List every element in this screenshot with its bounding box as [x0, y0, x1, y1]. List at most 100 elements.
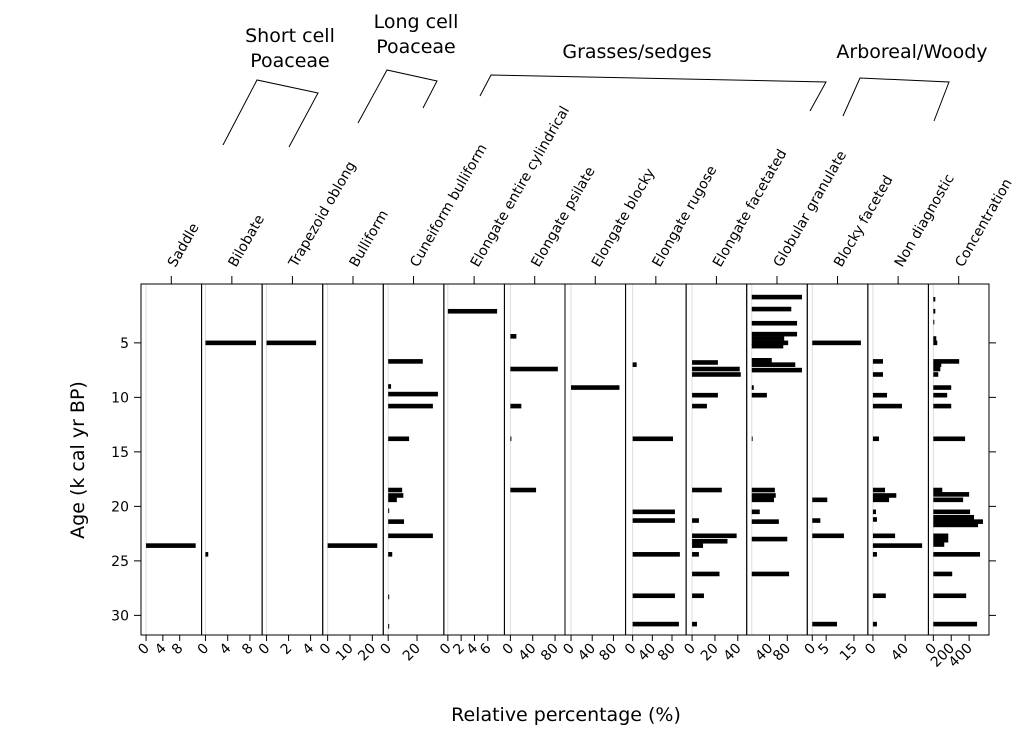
- bar: [632, 518, 675, 523]
- bar: [933, 319, 935, 325]
- bar: [751, 385, 754, 390]
- bar: [692, 518, 699, 523]
- x-tick-label: 0: [862, 641, 880, 659]
- bar: [388, 436, 410, 442]
- bar: [751, 571, 790, 577]
- bar: [388, 493, 404, 498]
- bar: [812, 533, 844, 539]
- panel-frame: [806, 283, 869, 636]
- x-tick-label: 80: [770, 641, 794, 665]
- bar: [751, 358, 772, 363]
- bar: [692, 571, 720, 577]
- y-tick-label: 5: [120, 336, 129, 352]
- bar: [205, 340, 257, 346]
- bar: [872, 517, 877, 522]
- x-tick-label: 20: [400, 641, 424, 665]
- bar: [751, 497, 774, 503]
- column-label: Bulliform: [347, 208, 392, 270]
- column-label: Elongate blocky: [589, 166, 658, 270]
- bar: [933, 308, 936, 314]
- y-tick-label: 10: [111, 390, 129, 406]
- x-tick-label: 4: [217, 640, 235, 658]
- bar: [872, 403, 902, 409]
- bar: [933, 621, 978, 627]
- bar: [632, 509, 675, 515]
- bar: [933, 359, 960, 364]
- bar: [751, 487, 775, 493]
- bar: [266, 340, 317, 346]
- bar: [933, 509, 971, 515]
- bar: [692, 366, 740, 372]
- group-label: Arboreal/Woody: [836, 41, 987, 63]
- bar: [692, 593, 704, 599]
- bar: [205, 552, 209, 557]
- x-tick-label: 0: [135, 641, 153, 659]
- bar: [933, 403, 952, 409]
- panel-frame: [867, 283, 929, 636]
- group-label: Grasses/sedges: [562, 41, 711, 63]
- bar: [692, 392, 718, 398]
- bar: [388, 359, 423, 364]
- bar: [751, 392, 767, 398]
- x-tick-label: 0: [377, 641, 395, 659]
- bar: [751, 519, 779, 524]
- y-tick-label: 30: [111, 608, 129, 624]
- bar: [692, 360, 718, 365]
- x-tick-label: 4: [300, 640, 318, 658]
- bar: [933, 392, 948, 398]
- bar: [510, 334, 517, 339]
- bar: [933, 385, 952, 390]
- x-tick-label: 15: [837, 641, 861, 665]
- x-tick-label: 40: [575, 641, 599, 665]
- group-bracket: [357, 69, 438, 124]
- panel-frame: [443, 283, 505, 636]
- bar: [812, 621, 837, 627]
- bar: [751, 340, 789, 346]
- bar: [388, 623, 390, 629]
- x-tick-label: 0: [256, 641, 274, 659]
- panel-frame: [261, 283, 324, 636]
- bar: [751, 306, 792, 312]
- bar: [751, 493, 776, 498]
- bar: [632, 621, 679, 627]
- bar: [872, 593, 886, 599]
- x-tick-label: 0: [801, 641, 819, 659]
- column-label: Non diagnostic: [892, 172, 958, 270]
- x-tick-label: 40: [721, 641, 745, 665]
- bar: [510, 366, 558, 372]
- bar: [872, 436, 879, 442]
- y-axis-title: Age (k cal yr BP): [67, 381, 89, 539]
- y-tick-label: 25: [111, 554, 129, 570]
- x-tick-label: 80: [596, 641, 620, 665]
- bar: [751, 336, 785, 341]
- panel-frame: [140, 283, 203, 636]
- x-tick-label: 2: [278, 641, 296, 659]
- bar: [933, 537, 949, 543]
- bar: [933, 487, 943, 493]
- x-tick-label: 0: [317, 641, 335, 659]
- bar: [692, 487, 722, 493]
- x-tick-label: 80: [655, 641, 679, 665]
- group-label: Poaceae: [250, 50, 330, 72]
- x-tick-label: 20: [698, 641, 722, 665]
- panel-frame: [564, 283, 627, 636]
- bar: [933, 542, 945, 547]
- bar: [692, 372, 741, 377]
- group-bracket: [842, 77, 950, 122]
- bar: [388, 533, 433, 539]
- bar: [933, 593, 967, 599]
- column-label: Elongate rugose: [649, 163, 720, 270]
- x-tick-label: 8: [239, 641, 257, 659]
- bar: [751, 367, 802, 373]
- x-tick-label: 20: [355, 641, 379, 665]
- bar: [933, 296, 936, 302]
- panel-frame: [322, 283, 384, 636]
- x-tick-label: 40: [888, 641, 912, 665]
- bar: [872, 392, 888, 398]
- column-label: Elongate psilate: [528, 164, 598, 270]
- bar: [933, 372, 939, 377]
- bar: [751, 343, 784, 349]
- bar: [933, 571, 953, 577]
- panel-frame: [201, 283, 263, 636]
